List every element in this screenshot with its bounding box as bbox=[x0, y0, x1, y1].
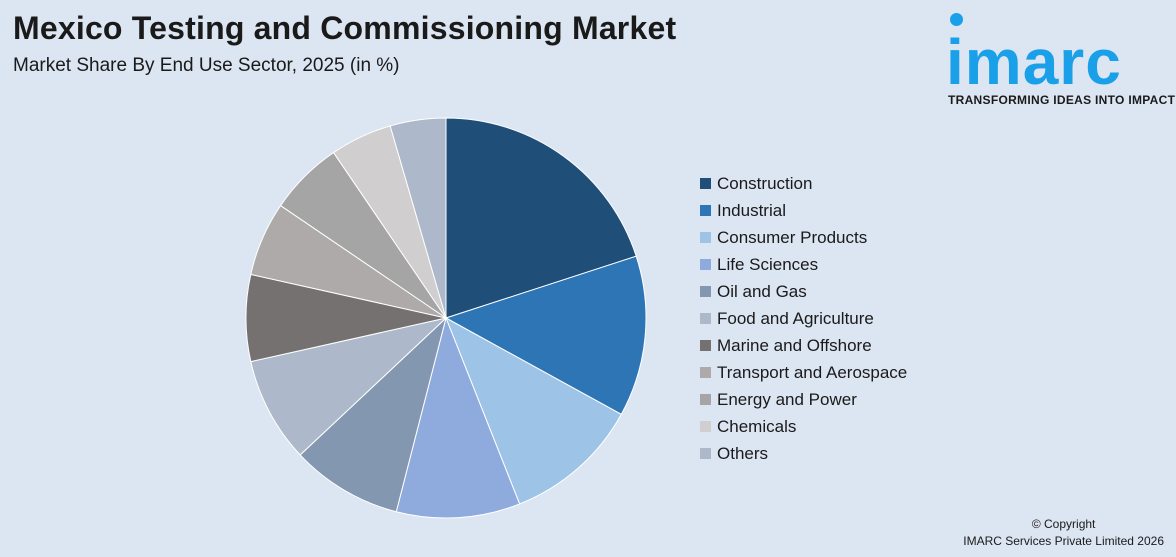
legend-label: Life Sciences bbox=[717, 254, 819, 274]
copyright-line-2: IMARC Services Private Limited 2026 bbox=[963, 534, 1164, 548]
legend-item: Industrial bbox=[700, 197, 907, 224]
legend-swatch bbox=[700, 286, 711, 297]
legend-swatch bbox=[700, 421, 711, 432]
legend-label: Marine and Offshore bbox=[717, 335, 872, 355]
legend-label: Industrial bbox=[717, 200, 786, 220]
legend-label: Chemicals bbox=[717, 416, 797, 436]
logo-wordmark: imarc bbox=[946, 26, 1122, 98]
chart-subtitle: Market Share By End Use Sector, 2025 (in… bbox=[13, 55, 400, 76]
pie-slice-construction bbox=[445, 117, 637, 319]
legend-swatch bbox=[700, 232, 711, 243]
pie-slice-life-sciences bbox=[395, 316, 521, 519]
legend-label: Food and Agriculture bbox=[717, 308, 874, 328]
legend-label: Transport and Aerospace bbox=[717, 362, 908, 382]
copyright-line-1: © Copyright bbox=[1031, 517, 1096, 531]
legend-swatch bbox=[700, 178, 711, 189]
legend-swatch bbox=[700, 205, 711, 216]
legend-swatch bbox=[700, 367, 711, 378]
legend-swatch bbox=[700, 340, 711, 351]
legend-item: Life Sciences bbox=[700, 251, 907, 278]
legend-item: Transport and Aerospace bbox=[700, 359, 907, 386]
pie-slice-oil-and-gas bbox=[299, 316, 447, 513]
logo-tagline: TRANSFORMING IDEAS INTO IMPACT bbox=[948, 93, 1176, 107]
legend-label: Oil and Gas bbox=[717, 281, 807, 301]
pie-slice-industrial bbox=[444, 255, 647, 416]
legend-swatch bbox=[700, 448, 711, 459]
chart-legend: Construction Industrial Consumer Products L… bbox=[700, 170, 907, 467]
chart-title: Mexico Testing and Commissioning Market bbox=[13, 10, 677, 46]
logo-dot-icon bbox=[950, 13, 963, 26]
legend-item: Consumer Products bbox=[700, 224, 907, 251]
pie-slice-food-and-agriculture bbox=[250, 317, 448, 456]
legend-swatch bbox=[700, 394, 711, 405]
legend-swatch bbox=[700, 259, 711, 270]
pie-slice-others bbox=[389, 117, 447, 319]
legend-label: Consumer Products bbox=[717, 227, 868, 247]
legend-item: Construction bbox=[700, 170, 907, 197]
legend-item: Food and Agriculture bbox=[700, 305, 907, 332]
pie-slice-consumer-products bbox=[445, 316, 622, 505]
legend-item: Marine and Offshore bbox=[700, 332, 907, 359]
legend-swatch bbox=[700, 313, 711, 324]
legend-item: Oil and Gas bbox=[700, 278, 907, 305]
legend-label: Construction bbox=[717, 173, 813, 193]
legend-label: Others bbox=[717, 443, 769, 463]
legend-label: Energy and Power bbox=[717, 389, 857, 409]
imarc-logo: imarc TRANSFORMING IDEAS INTO IMPACT bbox=[946, 12, 1176, 108]
legend-item: Others bbox=[700, 440, 907, 467]
legend-item: Chemicals bbox=[700, 413, 907, 440]
legend-item: Energy and Power bbox=[700, 386, 907, 413]
copyright-notice: © Copyright IMARC Services Private Limit… bbox=[963, 516, 1164, 550]
